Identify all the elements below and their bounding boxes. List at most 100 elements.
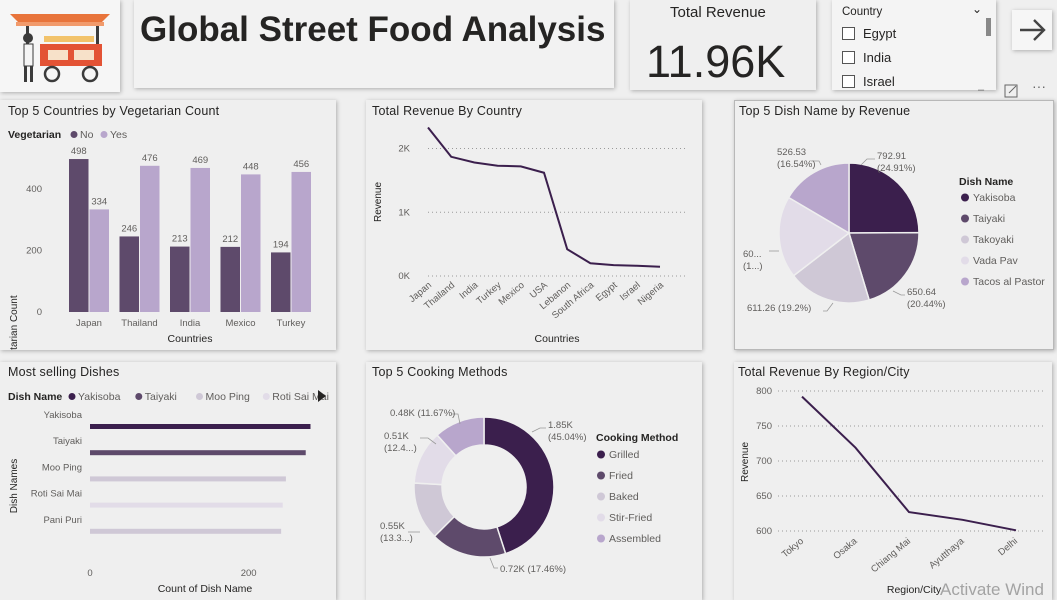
bar bbox=[90, 424, 311, 429]
slice-tacos-al-pastor bbox=[787, 162, 850, 235]
legend-title: Vegetarian bbox=[8, 129, 61, 141]
country-slicer[interactable]: Country ⌄ Egypt India Israel bbox=[832, 0, 996, 90]
revenue-country-title: Total Revenue By Country bbox=[372, 104, 523, 118]
cooking-card: Top 5 Cooking Methods Cooking Method Gri… bbox=[366, 362, 702, 600]
x-tick-label: Japan bbox=[76, 318, 102, 329]
legend-label: Roti Sai Mai bbox=[272, 391, 329, 403]
more-options-icon[interactable]: ··· bbox=[1032, 78, 1046, 94]
slicer-item-israel[interactable]: Israel bbox=[842, 74, 895, 89]
revenue-country-card: Total Revenue By Country Revenue Countri… bbox=[366, 100, 702, 350]
bar-no bbox=[69, 159, 89, 312]
bar-yes bbox=[291, 171, 311, 312]
legend-label: Yakisoba bbox=[973, 192, 1016, 204]
data-label: 60... bbox=[743, 249, 762, 260]
data-label: (12.4...) bbox=[384, 443, 417, 454]
data-label: 650.64 bbox=[907, 287, 936, 298]
y-tick-label: Roti Sai Mai bbox=[31, 489, 82, 500]
y-tick-label: 800 bbox=[756, 386, 772, 397]
dish-pie-title: Top 5 Dish Name by Revenue bbox=[739, 104, 911, 118]
legend-swatch bbox=[196, 393, 203, 400]
data-label: 611.26 (19.2%) bbox=[747, 303, 811, 314]
legend-label: Assembled bbox=[609, 533, 661, 545]
slicer-item-india[interactable]: India bbox=[842, 50, 891, 65]
legend-label: Yakisoba bbox=[78, 391, 121, 403]
page-title: Global Street Food Analysis bbox=[140, 10, 606, 49]
legend-label: Takoyaki bbox=[973, 234, 1014, 246]
checkbox[interactable] bbox=[842, 51, 855, 64]
region-title: Total Revenue By Region/City bbox=[738, 365, 910, 379]
legend-swatch bbox=[961, 256, 969, 265]
legend-label: Grilled bbox=[609, 449, 640, 461]
legend-label: Tacos al Pastor bbox=[973, 276, 1045, 288]
next-page-button[interactable] bbox=[1012, 10, 1052, 50]
leader-line bbox=[823, 302, 834, 312]
slicer-item-egypt[interactable]: Egypt bbox=[842, 26, 896, 41]
legend-title: Dish Name bbox=[8, 391, 62, 403]
revenue-line bbox=[801, 395, 1017, 532]
x-tick-label: Mexico bbox=[225, 318, 255, 329]
x-tick-label: 200 bbox=[241, 568, 257, 579]
slice-yakisoba bbox=[848, 162, 920, 234]
bar bbox=[90, 502, 283, 508]
bar bbox=[90, 528, 282, 534]
slice-vada-pav bbox=[778, 196, 851, 277]
y-axis-title: Dish Names bbox=[9, 459, 20, 513]
slice-assembled bbox=[436, 416, 485, 457]
data-label: 526.53 bbox=[777, 147, 806, 158]
filter-dash-icon[interactable]: – bbox=[978, 84, 985, 96]
y-tick-label: 0K bbox=[398, 271, 410, 282]
legend-title: Cooking Method bbox=[596, 432, 678, 444]
data-label: 476 bbox=[142, 153, 158, 164]
x-tick-label: 0 bbox=[87, 568, 92, 579]
x-axis-title: Count of Dish Name bbox=[158, 583, 253, 595]
expand-icon[interactable] bbox=[1004, 84, 1018, 98]
veg-chart-title: Top 5 Countries by Vegetarian Count bbox=[8, 104, 220, 118]
bar-yes bbox=[241, 174, 261, 312]
x-axis-title: Countries bbox=[535, 333, 580, 345]
legend-swatch bbox=[597, 450, 605, 459]
kpi-value: 11.96K bbox=[646, 36, 786, 87]
legend-title: Dish Name bbox=[959, 176, 1013, 188]
data-label: 0.51K bbox=[384, 431, 409, 442]
leader-line bbox=[452, 413, 461, 425]
checkbox[interactable] bbox=[842, 27, 855, 40]
veg-chart-card: Top 5 Countries by Vegetarian Count Vege… bbox=[0, 100, 336, 350]
x-axis-title: Region/City bbox=[887, 584, 942, 596]
x-tick-label: Nigeria bbox=[636, 279, 667, 307]
checkbox[interactable] bbox=[842, 75, 855, 88]
legend-label: Moo Ping bbox=[206, 391, 251, 403]
bar bbox=[90, 476, 286, 482]
leader-line bbox=[489, 557, 498, 569]
data-label: 334 bbox=[91, 196, 107, 207]
bar-yes bbox=[140, 165, 160, 312]
legend-swatch bbox=[135, 393, 143, 400]
data-label: 0.72K (17.46%) bbox=[500, 564, 566, 575]
data-label: 448 bbox=[243, 161, 259, 172]
x-tick-label: Delhi bbox=[996, 536, 1020, 558]
data-label: 498 bbox=[71, 146, 87, 157]
y-tick-label: 600 bbox=[756, 526, 772, 537]
slicer-item-label: Egypt bbox=[863, 26, 897, 41]
legend-swatch-no bbox=[70, 131, 78, 138]
legend-swatch bbox=[597, 534, 605, 543]
dish-pie-chart: Dish Name Yakisoba Taiyaki Takoyaki Vada Pa… bbox=[743, 147, 1045, 314]
x-tick-label: Turkey bbox=[277, 318, 306, 329]
x-tick-label: Ayutthaya bbox=[927, 535, 967, 571]
data-label: (24.91%) bbox=[877, 163, 916, 174]
arrow-right-icon bbox=[1020, 19, 1046, 41]
slicer-clear-icon[interactable]: ⌄ bbox=[972, 2, 983, 16]
legend-label: Fried bbox=[609, 470, 633, 482]
slicer-title: Country bbox=[842, 6, 883, 18]
data-label: 456 bbox=[293, 159, 309, 170]
slicer-scrollbar[interactable] bbox=[986, 18, 991, 36]
slice-taiyaki bbox=[847, 231, 920, 301]
legend-swatch bbox=[262, 393, 270, 400]
region-card: Total Revenue By Region/City Revenue Reg… bbox=[734, 362, 1052, 600]
legend-label-yes: Yes bbox=[110, 129, 127, 141]
revenue-line bbox=[427, 126, 661, 268]
y-tick-label: 400 bbox=[26, 184, 42, 195]
dish-pie-card: Top 5 Dish Name by Revenue Dish Name Yak… bbox=[734, 100, 1054, 350]
most-selling-chart: Dish Name Yakisoba Taiyaki Moo Ping Roti Sa… bbox=[8, 390, 329, 595]
bar-no bbox=[119, 236, 139, 312]
